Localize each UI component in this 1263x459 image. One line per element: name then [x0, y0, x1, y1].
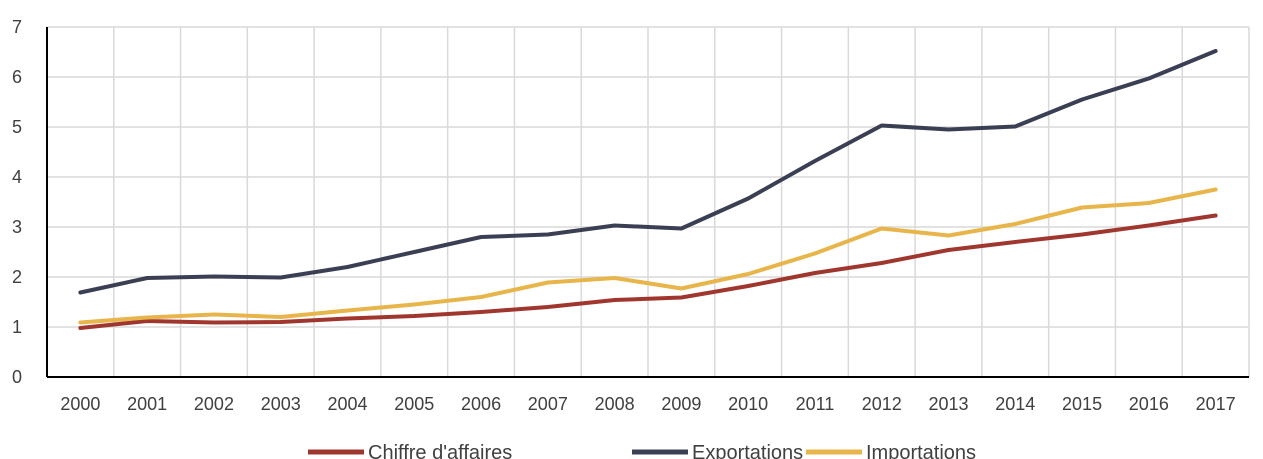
x-tick-label: 2010	[728, 394, 768, 414]
y-tick-label: 4	[12, 167, 22, 187]
x-tick-label: 2017	[1196, 394, 1236, 414]
x-tick-label: 2007	[528, 394, 568, 414]
axes	[46, 27, 1249, 378]
legend-label: Exportations	[692, 442, 803, 459]
x-tick-label: 2014	[995, 394, 1035, 414]
x-tick-label: 2012	[862, 394, 902, 414]
series-line-1	[78, 49, 1218, 295]
series-line-0	[78, 213, 1218, 330]
x-tick-label: 2008	[595, 394, 635, 414]
x-tick-labels: 2000 2001 2002 2003 2004 2005 2006 2007 2008 2009…	[60, 394, 1235, 414]
x-tick-label: 2004	[327, 394, 367, 414]
x-tick-label: 2002	[194, 394, 234, 414]
x-tick-label: 2009	[661, 394, 701, 414]
x-tick-label: 2001	[127, 394, 167, 414]
y-tick-label: 2	[12, 267, 22, 287]
y-tick-label: 6	[12, 67, 22, 87]
series	[78, 49, 1218, 330]
y-tick-label: 1	[12, 317, 22, 337]
y-tick-label: 5	[12, 117, 22, 137]
x-tick-label: 2016	[1129, 394, 1169, 414]
x-tick-label: 2013	[928, 394, 968, 414]
legend-label: Importations	[866, 442, 976, 459]
series-line-2	[78, 187, 1218, 325]
x-tick-label: 2011	[796, 394, 835, 414]
legend: Chiffre d'affaires Exportations Importatio…	[308, 442, 976, 459]
grid	[47, 26, 1250, 377]
x-tick-label: 2000	[60, 394, 100, 414]
x-tick-label: 2015	[1062, 394, 1102, 414]
x-tick-label: 2006	[461, 394, 501, 414]
x-tick-label: 2003	[261, 394, 301, 414]
y-tick-label: 7	[12, 17, 22, 37]
legend-label: Chiffre d'affaires	[368, 442, 512, 459]
y-tick-label: 0	[12, 367, 22, 387]
y-tick-label: 3	[12, 217, 22, 237]
y-tick-labels: 0 1 2 3 4 5 6 7	[12, 17, 22, 387]
x-tick-label: 2005	[394, 394, 434, 414]
